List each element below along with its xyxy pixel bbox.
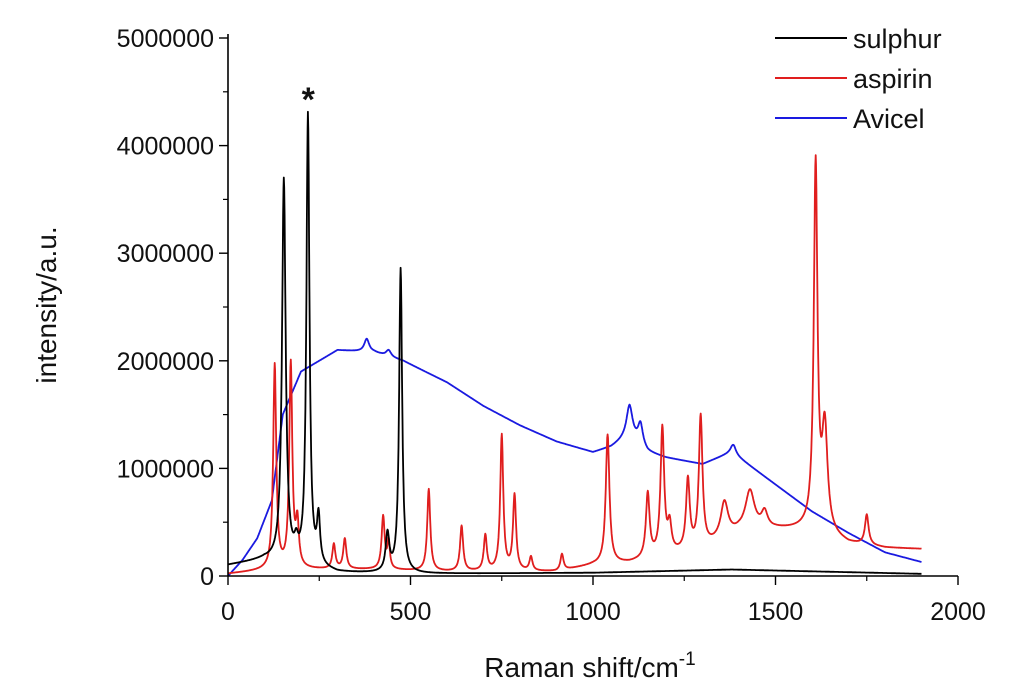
y-tick-label: 1000000 [117, 455, 214, 483]
legend: sulphur aspirin Avicel [775, 24, 942, 134]
series-lines [227, 110, 922, 577]
x-axis-label: Raman shift/cm-1 [484, 649, 695, 683]
y-tick-label: 2000000 [117, 348, 214, 376]
y-tick-label: 5000000 [117, 25, 214, 53]
axes [227, 34, 958, 577]
legend-label-aspirin: aspirin [853, 64, 933, 94]
peak-annotation-star: * [302, 81, 316, 119]
y-tick-label: 0 [200, 563, 214, 591]
x-tick-label: 1000 [565, 598, 621, 626]
ticks: 0 500 1000 1500 2000 0 1000000 2000000 3000000 40… [117, 25, 986, 626]
x-tick-label: 500 [390, 598, 432, 626]
y-axis-label: intensity/a.u. [31, 226, 62, 383]
legend-label-sulphur: sulphur [853, 24, 942, 54]
y-tick-label: 4000000 [117, 133, 214, 161]
x-tick-label: 1500 [748, 598, 804, 626]
legend-label-avicel: Avicel [853, 104, 925, 134]
series-line-avicel [227, 337, 922, 577]
x-tick-label: 0 [221, 598, 235, 626]
series-line-aspirin [227, 154, 922, 575]
series-line-sulphur [227, 110, 922, 575]
y-tick-label: 3000000 [117, 240, 214, 268]
x-tick-label: 2000 [930, 598, 986, 626]
